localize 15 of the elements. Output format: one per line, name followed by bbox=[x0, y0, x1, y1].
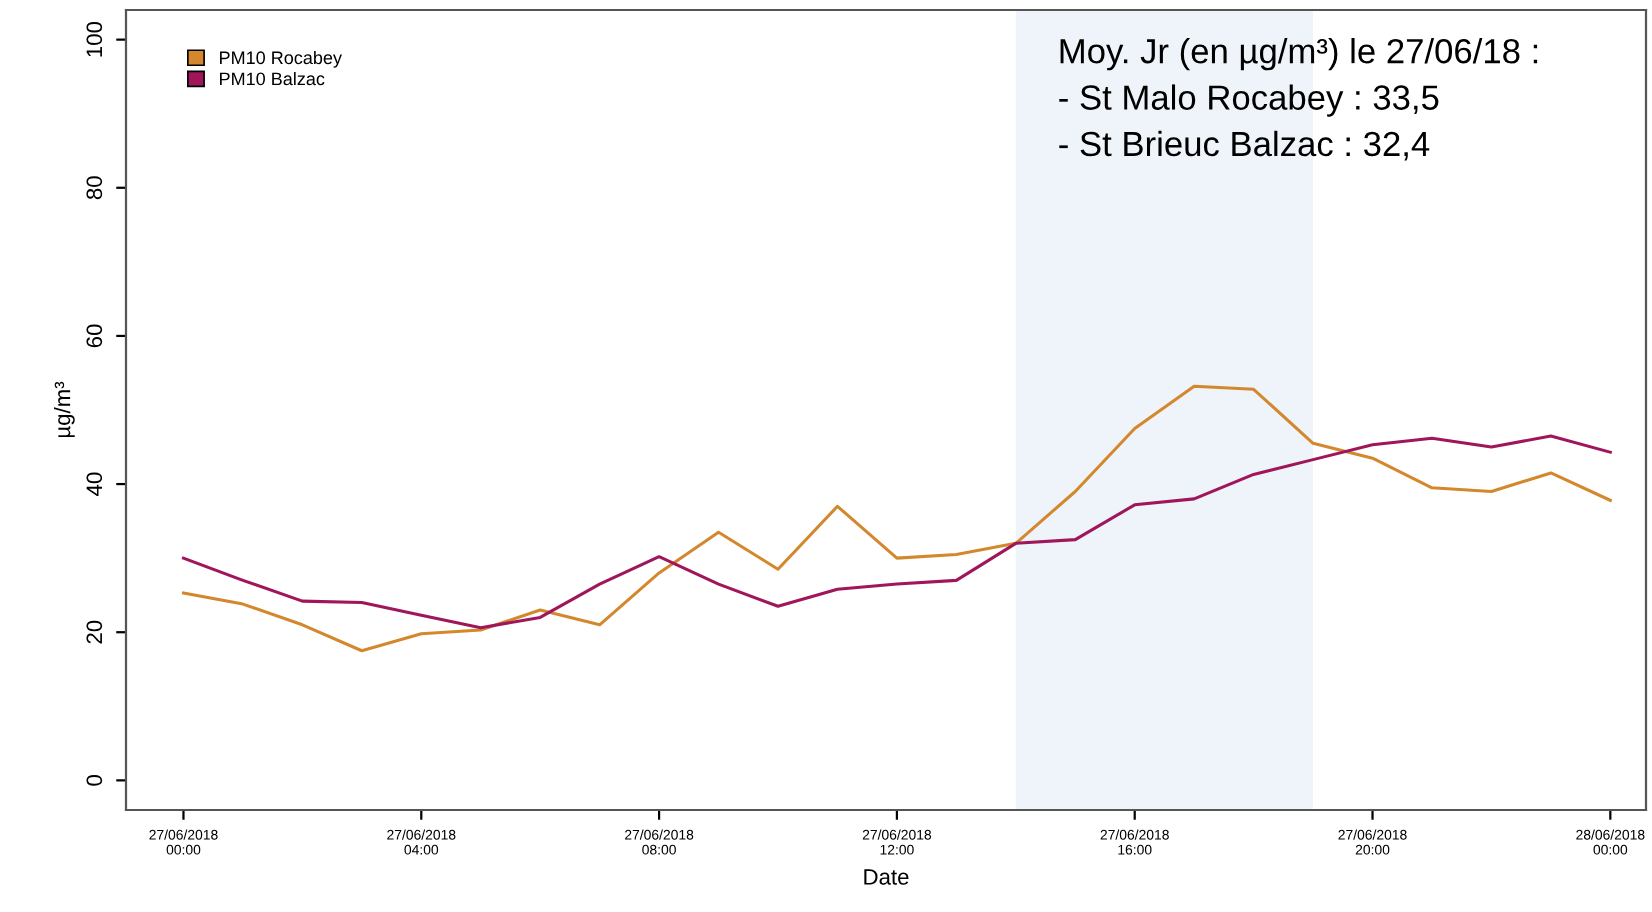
legend-label: PM10 Rocabey bbox=[220, 50, 342, 68]
y-tick-label: 100 bbox=[86, 21, 103, 57]
line-series bbox=[181, 384, 1612, 653]
y-tick-label: 40 bbox=[86, 472, 103, 496]
y-axis-title: µg/m³ bbox=[54, 381, 75, 438]
legend-label: PM10 Balzac bbox=[220, 71, 325, 86]
y-tick-label: 60 bbox=[86, 324, 103, 348]
annotation: - St Malo Rocabey : 33,5 bbox=[1059, 84, 1439, 117]
annotation: Moy. Jr (en µg/m³) le 27/06/18 : bbox=[1060, 38, 1538, 71]
x-axis-title: Date bbox=[864, 869, 909, 885]
y-tick-label: 80 bbox=[86, 176, 103, 200]
y-tick-label: 20 bbox=[86, 620, 103, 644]
line-series bbox=[181, 434, 1612, 630]
annotation: - St Brieuc Balzac : 32,4 bbox=[1059, 130, 1430, 161]
y-tick-label: 0 bbox=[86, 775, 103, 786]
